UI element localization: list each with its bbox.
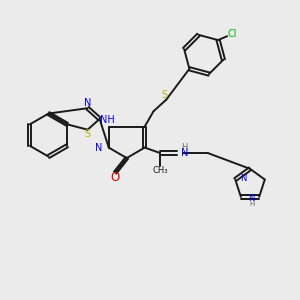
Text: N: N — [84, 98, 91, 108]
Text: S: S — [162, 90, 168, 100]
Text: H: H — [181, 142, 187, 152]
Text: S: S — [85, 129, 91, 139]
Text: N: N — [95, 142, 102, 153]
Text: N: N — [181, 148, 188, 158]
Text: H: H — [249, 201, 254, 207]
Text: NH: NH — [100, 115, 115, 125]
Text: CH₃: CH₃ — [152, 167, 168, 176]
Text: N: N — [248, 194, 254, 203]
Text: O: O — [110, 171, 119, 184]
Text: Cl: Cl — [227, 29, 237, 39]
Text: N: N — [240, 173, 246, 182]
